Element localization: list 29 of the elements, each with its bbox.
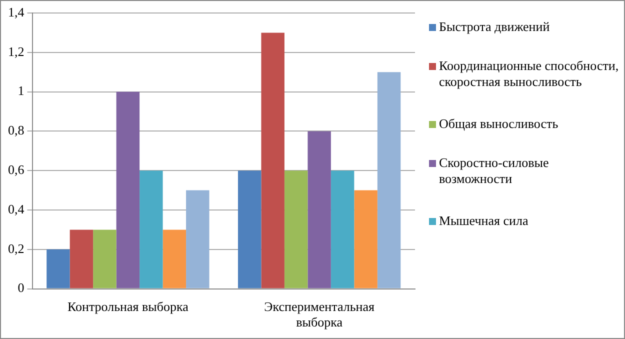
legend-label: Мышечная сила	[439, 213, 528, 229]
legend-label: Скоростно-силовые возможности	[439, 155, 550, 187]
bar	[238, 170, 262, 288]
bar	[377, 72, 401, 288]
bar	[284, 170, 308, 288]
y-tick-label: 0	[18, 280, 24, 296]
bar	[116, 92, 140, 288]
bar	[354, 190, 378, 288]
bar	[70, 230, 94, 288]
y-tick-label: 1,2	[8, 44, 24, 59]
y-tick-label: 0,8	[8, 122, 24, 138]
bar	[162, 230, 186, 288]
y-tick-label: 1	[18, 83, 24, 98]
legend-label: Общая выносливость	[439, 116, 558, 132]
y-tick-label: 1,4	[8, 4, 25, 20]
y-tick-label: 0,6	[8, 162, 25, 178]
x-tick-label: Экспериментальная выборка	[264, 299, 374, 330]
bar	[308, 131, 331, 288]
bar	[46, 249, 70, 288]
bar	[93, 230, 116, 288]
bar	[186, 190, 210, 288]
legend-label: Координационные способности, скоростная выносливость	[439, 58, 619, 90]
x-tick-label: Контрольная выборка	[67, 299, 189, 314]
legend-label: Быстрота движений	[439, 19, 550, 35]
y-tick-label: 0,2	[8, 240, 24, 256]
bar	[140, 170, 163, 288]
bar	[330, 170, 354, 288]
bar	[261, 32, 284, 288]
y-tick-label: 0,4	[8, 201, 25, 216]
